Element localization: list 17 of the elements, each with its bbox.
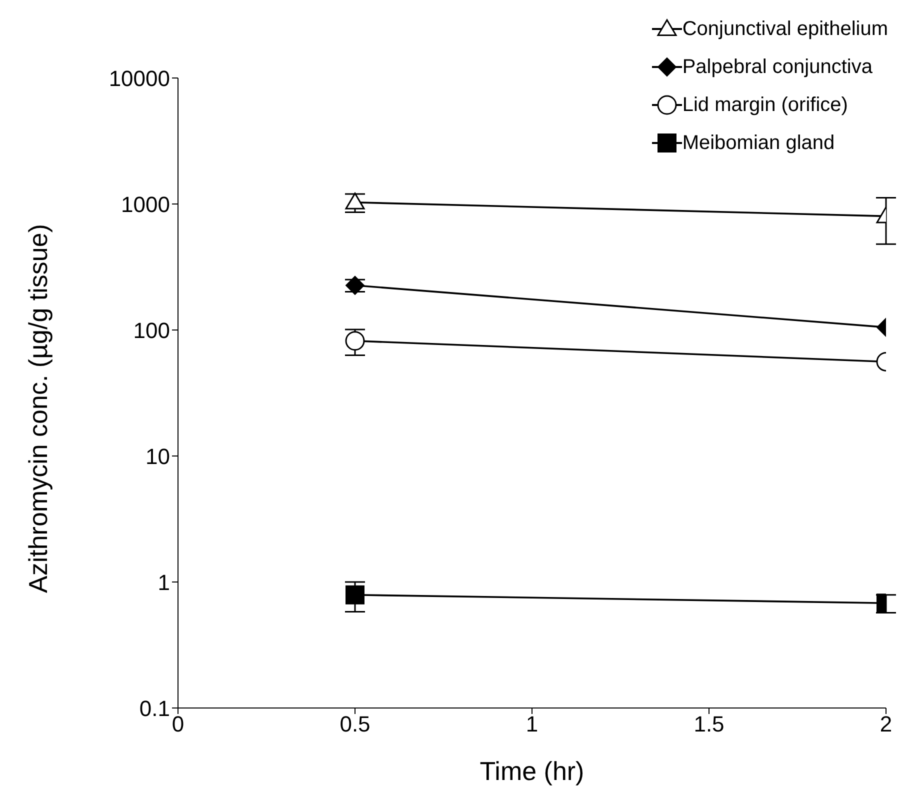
legend-label: Palpebral conjunctiva xyxy=(682,56,872,78)
x-tick-label: 2 xyxy=(880,712,892,737)
y-tick-label: 1 xyxy=(158,570,170,595)
x-tick-label: 0 xyxy=(172,712,184,737)
legend-label: Lid margin (orifice) xyxy=(682,94,848,116)
legend-label: Meibomian gland xyxy=(682,132,835,154)
x-axis-title: Time (hr) xyxy=(480,756,584,786)
y-tick-label: 1000 xyxy=(121,192,170,217)
y-axis-title: Azithromycin conc. (µg/g tissue) xyxy=(23,224,54,593)
legend-label: Conjunctival epithelium xyxy=(682,18,888,40)
y-tick-label: 10000 xyxy=(108,66,170,91)
y-tick-label: 0.1 xyxy=(139,696,170,721)
y-tick-label: 10 xyxy=(146,444,170,469)
x-tick-label: 1 xyxy=(526,712,538,737)
x-tick-label: 1.5 xyxy=(694,712,724,737)
y-tick-label: 100 xyxy=(133,318,170,343)
x-tick-label: 0.5 xyxy=(340,712,370,737)
